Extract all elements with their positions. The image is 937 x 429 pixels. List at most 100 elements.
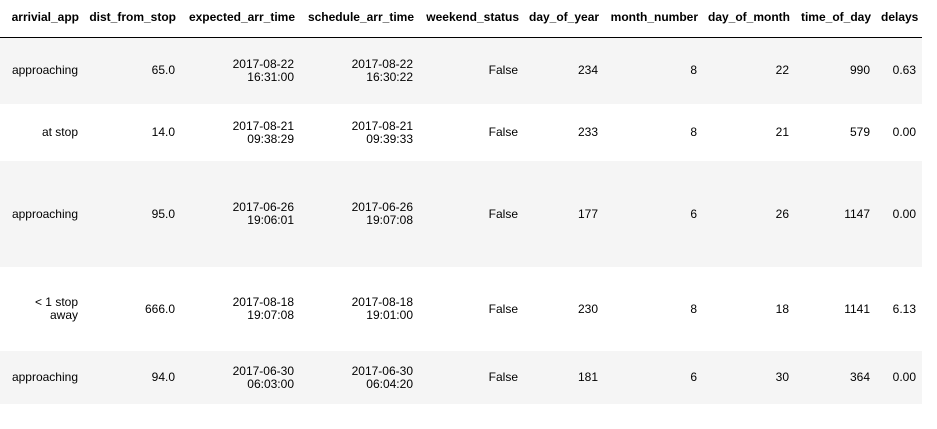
table-cell: False [419,267,524,351]
column-header: expected_arr_time [181,0,300,38]
table-cell: 666.0 [84,267,181,351]
time-part: 06:04:20 [366,376,413,391]
time-part: 06:03:00 [247,376,294,391]
column-header: arrivial_app [0,0,84,38]
table-row: at stop 14.0 2017-08-21 09:38:29 2017-08-… [0,104,922,161]
dataframe-table: arrivial_app dist_from_stop expected_arr… [0,0,922,404]
arrival-status-line: away [49,308,78,322]
column-header: dist_from_stop [84,0,181,38]
table-cell: 95.0 [84,161,181,267]
datetime-value: 2017-06-26 19:07:08 [352,201,413,227]
date-part: 2017-08-22 [351,56,413,71]
date-part: 2017-08-21 [351,118,413,133]
table-cell: 234 [524,37,604,104]
table-row: approaching 65.0 2017-08-22 16:31:00 2017… [0,37,922,104]
table-cell: at stop [0,104,84,161]
table-cell: 0.00 [876,351,922,404]
time-part: 19:01:00 [366,308,413,322]
table-cell: False [419,37,524,104]
table-cell: 2017-06-26 19:07:08 [300,161,419,267]
time-part: 16:30:22 [366,69,413,84]
table-cell: 21 [703,104,795,161]
column-header: schedule_arr_time [300,0,419,38]
table-cell: 0.00 [876,104,922,161]
datetime-value: 2017-06-30 06:03:00 [232,363,294,391]
time-part: 19:07:08 [366,213,413,227]
table-cell: 1141 [795,267,876,351]
table-cell: 177 [524,161,604,267]
table-cell: approaching [0,161,84,267]
header-row: arrivial_app dist_from_stop expected_arr… [0,0,922,38]
column-header: time_of_day [795,0,876,38]
arrival-status-line: < 1 stop [34,295,78,309]
table-cell: 181 [524,351,604,404]
table-cell: 65.0 [84,37,181,104]
date-part: 2017-06-26 [232,200,294,214]
table-cell: approaching [0,351,84,404]
dataframe-output: arrivial_app dist_from_stop expected_arr… [0,0,922,404]
column-header: day_of_month [703,0,795,38]
date-part: 2017-06-30 [232,363,294,378]
table-cell: approaching [0,37,84,104]
table-cell: False [419,104,524,161]
table-cell: 0.00 [876,161,922,267]
table-cell: 8 [604,37,703,104]
time-part: 19:06:01 [247,213,294,227]
table-cell: 8 [604,267,703,351]
table-cell: 364 [795,351,876,404]
datetime-value: 2017-08-22 16:30:22 [351,56,413,84]
table-cell: 22 [703,37,795,104]
datetime-value: 2017-08-22 16:31:00 [232,56,294,84]
date-part: 2017-06-26 [351,200,413,214]
table-cell: 6 [604,161,703,267]
date-part: 2017-06-30 [351,363,413,378]
table-cell: 6 [604,351,703,404]
date-part: 2017-08-18 [232,295,294,309]
table-cell: 230 [524,267,604,351]
column-header: weekend_status [419,0,524,38]
table-cell: 2017-08-22 16:30:22 [300,37,419,104]
time-part: 19:07:08 [247,308,294,322]
column-header: month_number [604,0,703,38]
date-part: 2017-08-21 [232,118,294,133]
table-cell: 26 [703,161,795,267]
datetime-value: 2017-08-18 19:07:08 [233,296,294,322]
column-header: day_of_year [524,0,604,38]
table-row: approaching 95.0 2017-06-26 19:06:01 2017… [0,161,922,267]
table-row: approaching 94.0 2017-06-30 06:03:00 2017… [0,351,922,404]
table-cell: 14.0 [84,104,181,161]
table-cell: 0.63 [876,37,922,104]
table-cell: 8 [604,104,703,161]
table-cell: 1147 [795,161,876,267]
datetime-value: 2017-08-18 19:01:00 [352,296,413,322]
time-part: 09:39:33 [366,131,413,146]
datetime-value: 2017-08-21 09:39:33 [351,118,413,146]
column-header: delays [876,0,922,38]
table-cell: False [419,351,524,404]
table-cell: 2017-06-30 06:03:00 [181,351,300,404]
table-cell: 2017-06-30 06:04:20 [300,351,419,404]
table-cell: 30 [703,351,795,404]
table-cell: 6.13 [876,267,922,351]
table-cell: 2017-08-22 16:31:00 [181,37,300,104]
date-part: 2017-08-22 [232,56,294,71]
table-cell: 2017-08-21 09:39:33 [300,104,419,161]
table-cell: 579 [795,104,876,161]
time-part: 09:38:29 [247,131,294,146]
table-cell: False [419,161,524,267]
datetime-value: 2017-08-21 09:38:29 [232,118,294,146]
arrival-status: < 1 stop away [35,296,78,322]
table-cell: 233 [524,104,604,161]
table-cell: 2017-08-21 09:38:29 [181,104,300,161]
table-cell: 94.0 [84,351,181,404]
table-cell: 18 [703,267,795,351]
table-cell: 2017-06-26 19:06:01 [181,161,300,267]
datetime-value: 2017-06-30 06:04:20 [351,363,413,391]
table-cell: 2017-08-18 19:01:00 [300,267,419,351]
datetime-value: 2017-06-26 19:06:01 [233,201,294,227]
date-part: 2017-08-18 [351,295,413,309]
table-row: < 1 stop away 666.0 2017-08-18 19:07:08 20… [0,267,922,351]
time-part: 16:31:00 [247,69,294,84]
table-cell: 990 [795,37,876,104]
table-cell: < 1 stop away [0,267,84,351]
